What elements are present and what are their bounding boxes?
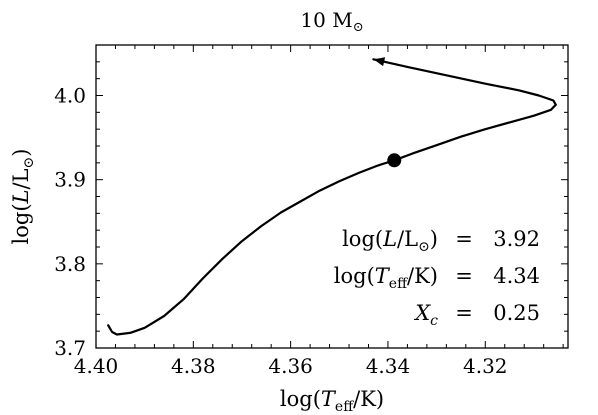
annotation-label: Xc [413,301,438,329]
y-tick-label: 3.9 [54,168,86,192]
annotation-value: 0.25 [493,301,540,325]
chart-title: 10 M⊙ [300,8,363,35]
x-tick-label: 4.34 [366,354,411,378]
track-arrow-head [373,57,386,67]
x-tick-label: 4.32 [463,354,508,378]
y-axis-label: log(L/L⊙) [9,149,37,245]
marker-group [387,153,402,168]
y-tick-label: 4.0 [54,84,86,108]
series-group [107,57,557,336]
annotation-label: log(Teff/K) [334,264,438,292]
annotation-value: 4.34 [493,264,540,288]
y-tick-labels: 3.7 3.8 3.9 4.0 [54,84,86,361]
evolution-track-line [107,58,557,336]
annotations: log(L/L⊙) = 3.92 log(Teff/K) = 4.34 Xc = 0.25 [334,227,540,329]
annotation-value: 3.92 [493,227,540,251]
chart-title-text: 10 M⊙ [300,8,363,35]
x-tick-label: 4.38 [171,354,216,378]
annotation-row: log(Teff/K) = 4.34 [334,264,540,292]
annotation-label: log(L/L⊙) [342,227,438,255]
y-axis-label-text: log(L/L⊙) [9,149,37,245]
annotation-row: Xc = 0.25 [413,301,540,329]
x-tick-label: 4.36 [268,354,313,378]
x-tick-label: 4.40 [74,354,119,378]
annotation-equals: = [455,301,473,325]
x-tick-labels: 4.40 4.38 4.36 4.34 4.32 [74,354,508,378]
y-tick-label: 3.8 [54,252,86,276]
axis-ticks [95,44,568,349]
annotation-row: log(L/L⊙) = 3.92 [342,227,540,255]
annotation-equals: = [455,227,473,251]
x-axis-label: log(Teff/K) [280,387,384,415]
y-tick-label: 3.7 [54,336,86,360]
annotation-equals: = [455,264,473,288]
x-axis-label-text: log(Teff/K) [280,387,384,415]
current-position-marker [387,153,402,168]
